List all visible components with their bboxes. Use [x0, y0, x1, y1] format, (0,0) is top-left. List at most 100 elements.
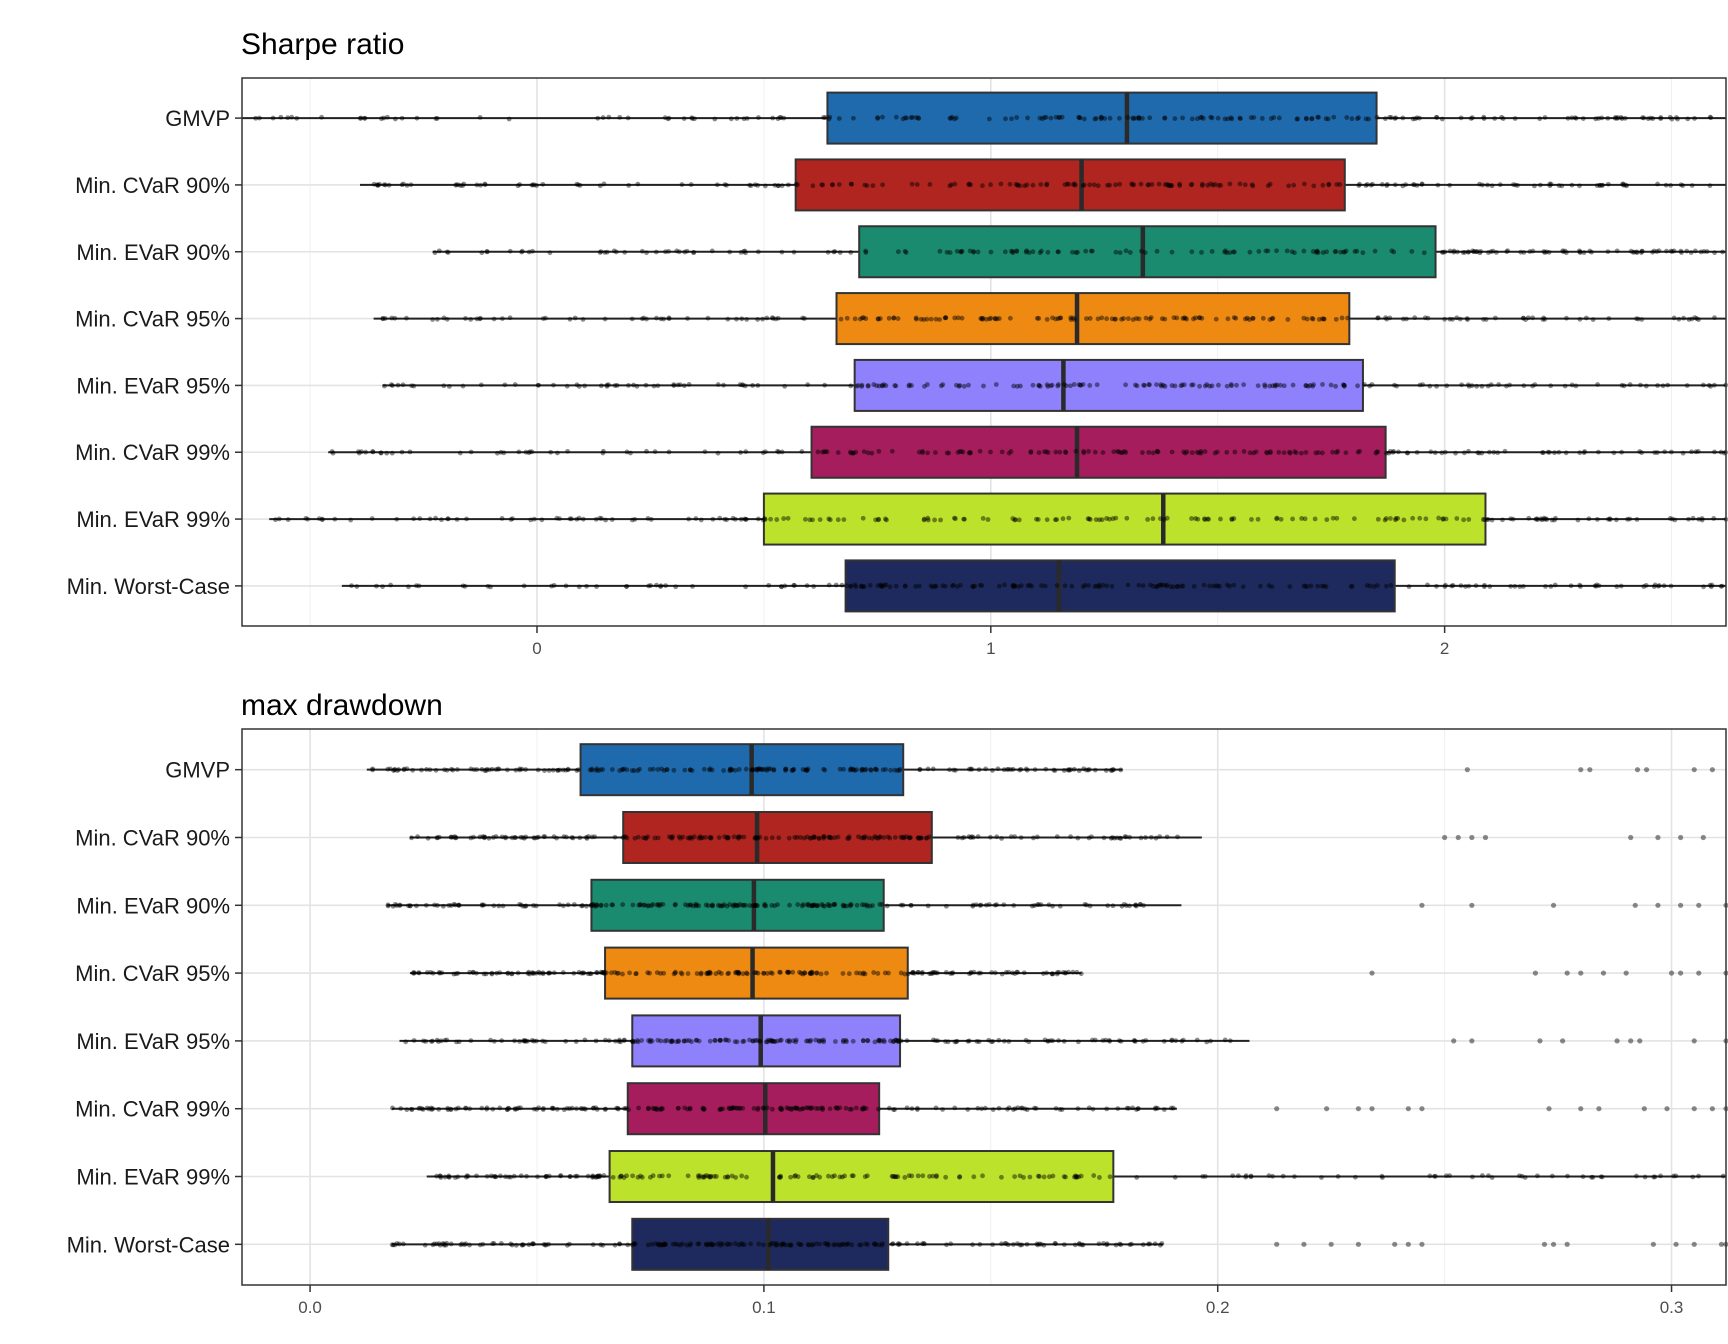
data-point [642, 902, 648, 908]
data-point [1046, 902, 1052, 908]
data-point [1405, 450, 1411, 456]
data-point [820, 449, 825, 455]
data-point [776, 183, 781, 189]
data-point [1667, 516, 1673, 521]
data-point [712, 1037, 718, 1043]
data-point [1042, 583, 1048, 589]
data-point [1676, 316, 1682, 322]
data-point [697, 1173, 703, 1179]
data-point [1053, 114, 1059, 120]
data-point [1161, 517, 1167, 522]
data-point [802, 970, 807, 976]
data-point [1289, 249, 1295, 255]
data-point [531, 971, 536, 976]
data-point [1442, 316, 1447, 322]
data-point [1202, 1173, 1208, 1179]
data-point [1652, 450, 1658, 455]
outlier-point [1274, 1241, 1280, 1247]
data-point [950, 970, 956, 976]
data-point [574, 1106, 579, 1112]
data-point [1304, 584, 1310, 589]
data-point [503, 835, 508, 841]
data-point [658, 1106, 664, 1112]
data-point [533, 970, 539, 976]
data-point [687, 1242, 693, 1248]
data-point [1085, 767, 1091, 773]
data-point [593, 516, 599, 522]
data-point [778, 1107, 784, 1113]
data-point [1522, 1175, 1528, 1180]
data-point [1495, 450, 1501, 456]
data-point [1074, 1174, 1080, 1180]
data-point [739, 1173, 745, 1179]
data-point [534, 183, 539, 188]
data-point [809, 903, 815, 909]
data-point [423, 1038, 429, 1044]
data-point [782, 383, 788, 389]
data-point [445, 1107, 451, 1113]
data-point [718, 1242, 723, 1248]
data-point [517, 767, 523, 773]
data-point [808, 1106, 814, 1111]
data-point [384, 450, 390, 456]
data-point [626, 383, 631, 388]
data-point [957, 1174, 963, 1180]
data-point [549, 583, 555, 589]
data-point [1191, 583, 1197, 589]
data-point [876, 383, 882, 389]
data-point [850, 450, 856, 456]
data-point [657, 1173, 662, 1179]
data-point [1364, 583, 1370, 588]
data-point [892, 767, 898, 773]
data-point [416, 583, 422, 589]
data-point [1136, 316, 1142, 322]
data-point [1033, 1106, 1039, 1111]
data-point [1270, 315, 1276, 321]
data-point [799, 449, 805, 454]
data-point [1620, 181, 1626, 187]
data-point [1092, 116, 1098, 122]
data-point [849, 181, 855, 187]
data-point [440, 903, 446, 909]
data-point [647, 1039, 653, 1045]
data-point [1087, 316, 1093, 321]
data-point [1447, 248, 1453, 254]
data-point [1062, 970, 1068, 976]
data-point [730, 1105, 736, 1111]
data-point [744, 970, 749, 976]
data-point [432, 902, 437, 908]
data-point [794, 834, 800, 840]
data-point [990, 768, 995, 773]
data-point [965, 1038, 971, 1044]
data-point [576, 383, 582, 389]
data-point [1143, 1038, 1149, 1043]
data-point [705, 1173, 711, 1179]
data-point [876, 516, 881, 522]
data-point [703, 834, 708, 840]
data-point [522, 1038, 527, 1043]
data-point [915, 115, 921, 121]
data-point [735, 969, 741, 975]
data-point [891, 315, 897, 321]
data-point [1449, 583, 1455, 589]
data-point [551, 582, 557, 588]
data-point [1380, 1175, 1385, 1180]
data-point [1502, 448, 1508, 454]
data-point [662, 115, 668, 121]
data-point [1621, 182, 1627, 188]
data-point [1189, 116, 1195, 122]
data-point [396, 767, 401, 772]
data-point [401, 181, 406, 187]
data-point [477, 1242, 483, 1248]
data-point [1036, 382, 1042, 388]
data-point [429, 1107, 435, 1112]
data-point [804, 583, 810, 589]
data-point [1061, 1038, 1067, 1044]
data-point [875, 316, 881, 322]
data-point [791, 582, 797, 588]
data-point [1026, 250, 1032, 255]
data-point [990, 1039, 996, 1044]
data-point [865, 1242, 870, 1247]
data-point [679, 182, 685, 187]
data-point [635, 181, 641, 187]
